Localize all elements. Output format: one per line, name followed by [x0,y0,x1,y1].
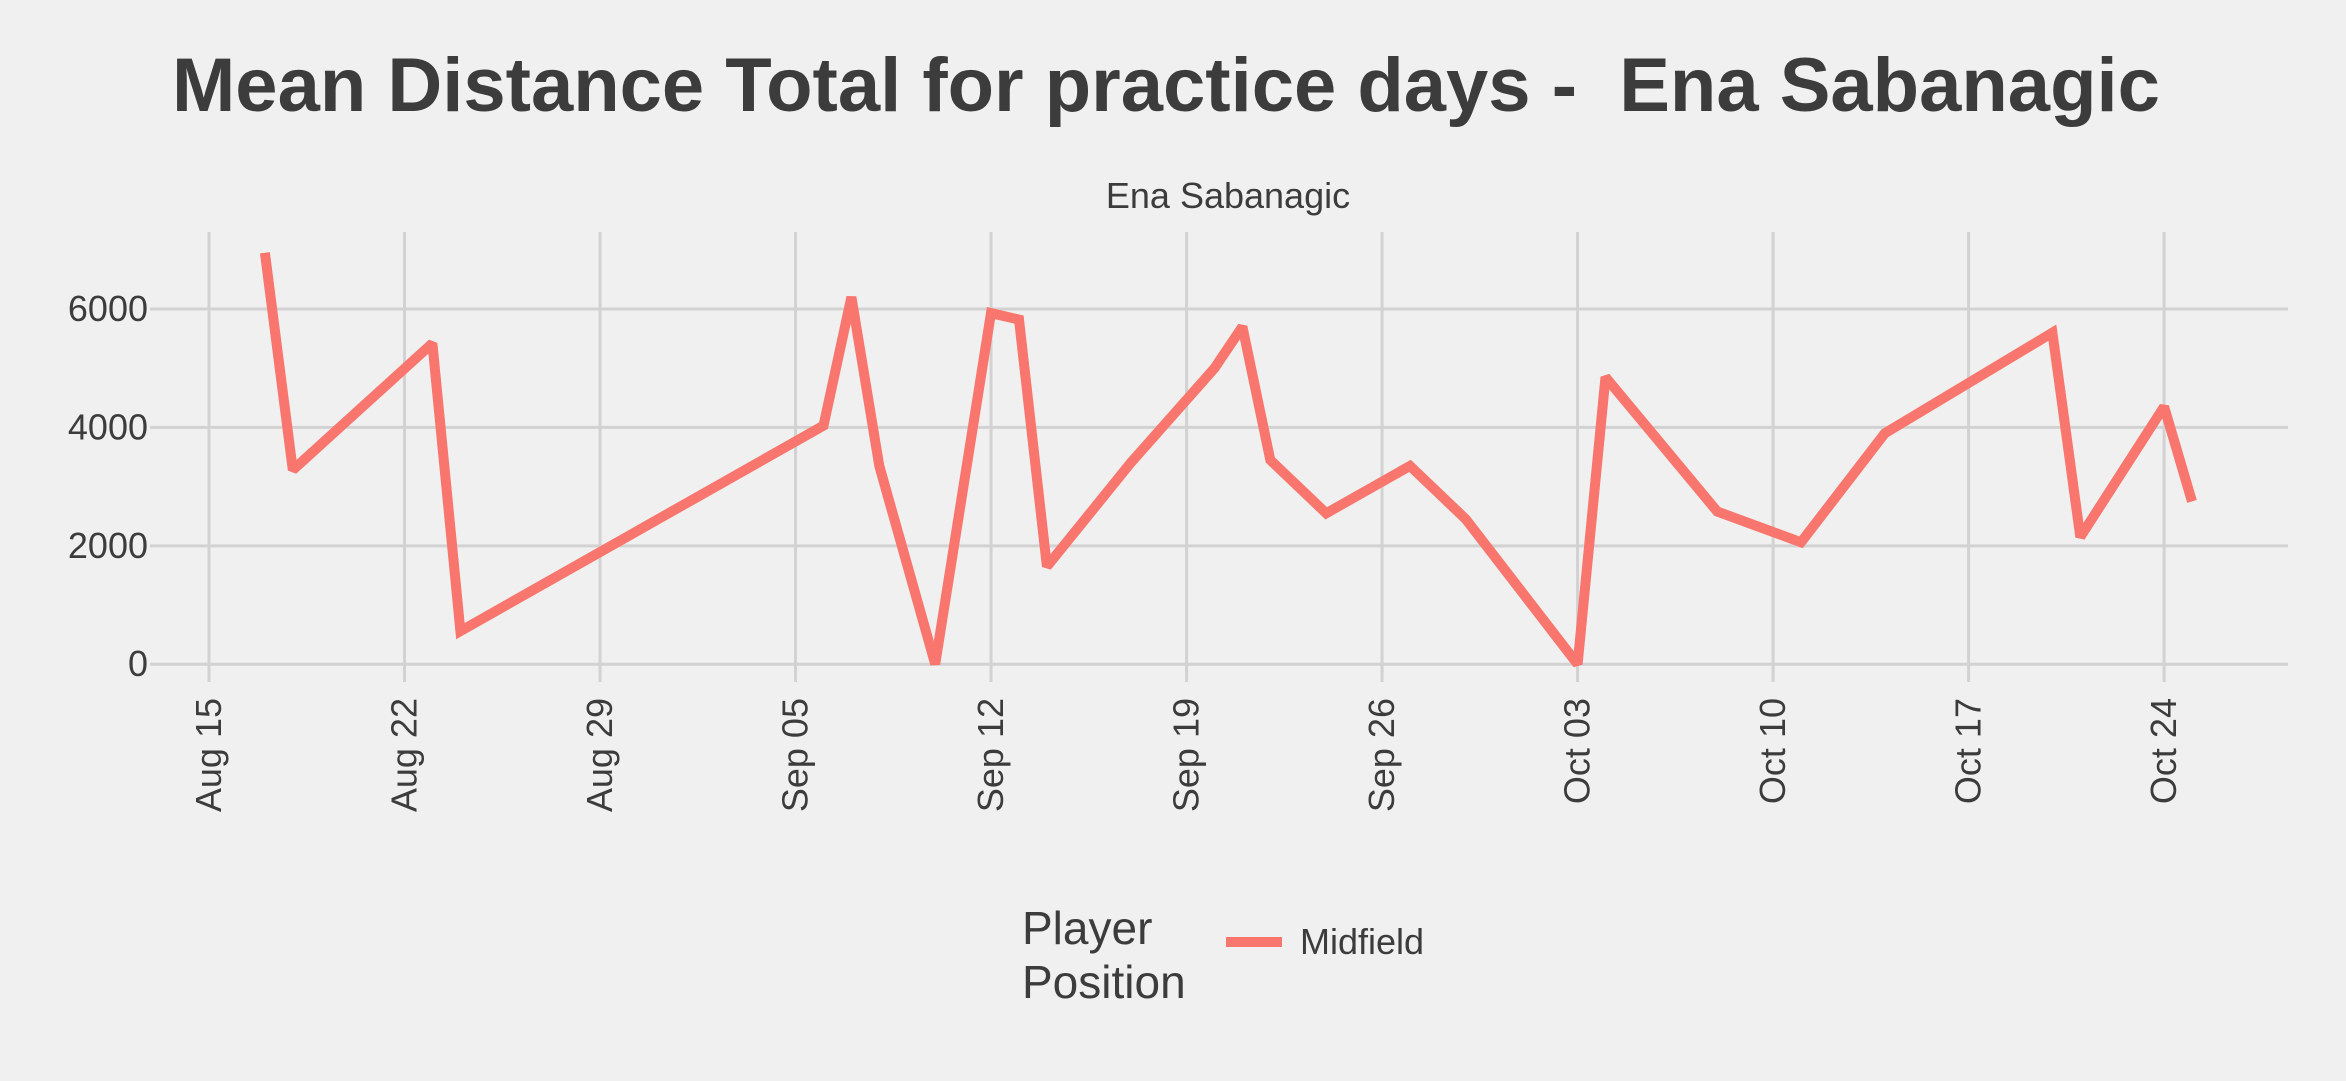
legend-title-line: Position [1022,956,1186,1008]
y-tick-label: 4000 [68,406,148,447]
x-tick-label: Sep 12 [970,698,1011,812]
chart-title: Mean Distance Total for practice days - … [172,43,2160,128]
y-tick-label: 0 [128,643,148,684]
x-tick-label: Aug 29 [579,698,620,812]
legend-title: Player Position [1022,902,1186,1008]
x-tick-label: Oct 10 [1752,698,1793,804]
series-line-midfield [259,252,2197,668]
legend-items: Midfield [1226,921,1424,962]
y-tick-label: 2000 [68,525,148,566]
x-axis-ticks: Aug 15 Aug 22 Aug 29 Sep 05 Sep 12 Sep 19 Sep … [188,698,2184,812]
x-tick-label: Oct 03 [1557,698,1598,804]
x-tick-label: Sep 26 [1361,698,1402,812]
x-tick-label: Aug 22 [384,698,425,812]
grid-lines [150,232,2288,682]
x-tick-label: Oct 24 [2143,698,2184,804]
legend-title-line: Player [1022,902,1152,954]
x-tick-label: Oct 17 [1948,698,1989,804]
legend-label: Midfield [1300,921,1424,962]
y-tick-label: 6000 [68,288,148,329]
x-tick-label: Sep 05 [775,698,816,812]
series-lines [259,252,2197,668]
x-tick-label: Sep 19 [1166,698,1207,812]
legend: Player Position Midfield [1022,902,1424,1008]
facet-label: Ena Sabanagic [1106,175,1350,216]
y-axis-ticks: 0 2000 4000 6000 [68,288,148,684]
x-tick-label: Aug 15 [188,698,229,812]
